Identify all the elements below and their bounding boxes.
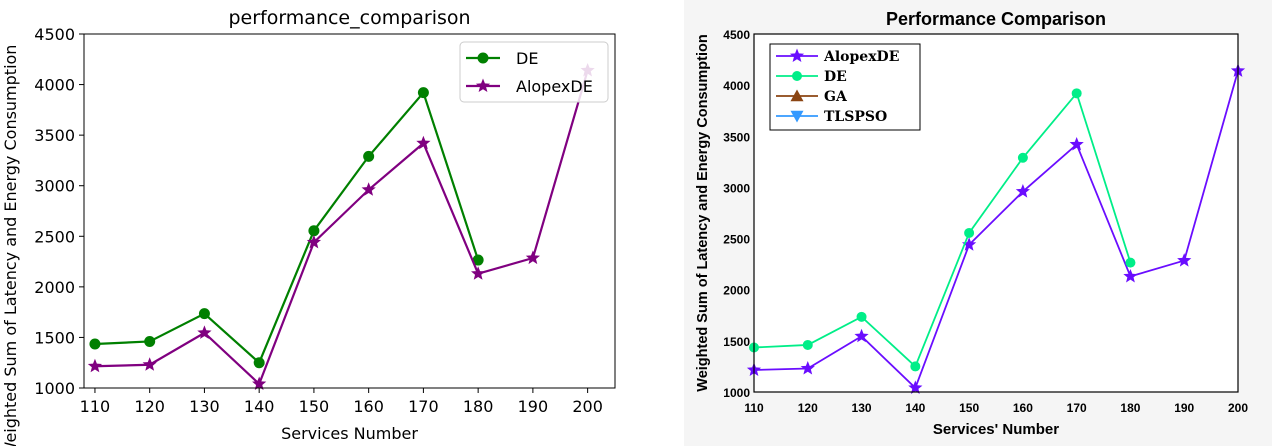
data-point-de xyxy=(802,339,813,350)
legend: AlopexDE DE GA TLSPSO xyxy=(769,43,921,131)
x-tick-label: 150 xyxy=(299,397,330,416)
y-axis-label: Weighted Sum of Latency and Energy Consu… xyxy=(1,45,20,446)
x-tick-label: 110 xyxy=(744,401,764,415)
x-axis-label: Services' Number xyxy=(933,421,1059,438)
data-point-de xyxy=(417,87,429,99)
legend: DE AlopexDE xyxy=(459,41,609,103)
data-point-de xyxy=(198,308,210,320)
chart-title: Performance Comparison xyxy=(886,9,1106,29)
chart-title: performance_comparison xyxy=(228,7,470,29)
data-point-alopexde xyxy=(361,182,376,196)
legend-label: GA xyxy=(824,89,848,105)
y-tick-label: 1500 xyxy=(34,328,75,347)
y-tick-label: 2000 xyxy=(723,284,750,298)
x-tick-label: 190 xyxy=(1174,401,1194,415)
left-chart: performance_comparison 1000 1500 2000 2500 30… xyxy=(1,7,616,446)
y-tick-label: 2500 xyxy=(34,227,75,246)
data-point-de xyxy=(472,254,484,266)
x-tick-label: 200 xyxy=(572,397,603,416)
legend-label: DE xyxy=(824,69,847,85)
y-tick-label: 4500 xyxy=(34,25,75,44)
x-tick-label: 140 xyxy=(905,401,925,415)
series-line-alopexde xyxy=(753,70,1239,390)
legend-marker xyxy=(475,78,491,93)
data-point-de xyxy=(1125,257,1136,268)
data-point-de xyxy=(910,361,921,372)
data-point-alopexde xyxy=(1015,184,1030,198)
x-tick-label: 140 xyxy=(244,397,275,416)
x-tick-label: 190 xyxy=(518,397,549,416)
legend-marker xyxy=(792,71,802,81)
legend-label: DE xyxy=(516,49,538,68)
data-point-de xyxy=(1017,152,1028,163)
plot-frame xyxy=(753,33,1239,393)
data-point-alopexde xyxy=(1123,268,1138,283)
data-point-alopexde xyxy=(525,250,540,265)
y-tick-label: 4000 xyxy=(723,79,750,93)
legend-marker xyxy=(790,110,804,123)
x-tick-label: 170 xyxy=(408,397,439,416)
y-tick-label: 2500 xyxy=(723,233,750,247)
x-axis-label: Services Number xyxy=(281,424,418,443)
x-tick-label: 120 xyxy=(798,401,818,415)
y-tick-label: 1000 xyxy=(723,386,750,400)
right-chart: Performance Comparison 1000 1500 2000 2500 30… xyxy=(695,9,1248,438)
x-tick-label: 180 xyxy=(463,397,494,416)
data-point-de xyxy=(308,225,320,237)
x-tick-label: 200 xyxy=(1228,401,1248,415)
data-point-alopexde xyxy=(800,361,815,375)
y-axis-label: Weighted Sum of Latency and Energy Consu… xyxy=(695,34,711,391)
x-tick-label: 130 xyxy=(852,401,872,415)
legend-label: TLSPSO xyxy=(824,109,887,125)
data-point-alopexde xyxy=(87,358,103,373)
y-tick-label: 3000 xyxy=(723,181,750,195)
data-point-alopexde xyxy=(471,266,486,280)
legend-label: AlopexDE xyxy=(823,49,899,65)
x-tick-label: 160 xyxy=(1013,401,1033,415)
data-point-de xyxy=(363,150,375,162)
series-line-de xyxy=(753,91,1132,368)
y-tick-label: 3500 xyxy=(723,130,750,144)
data-point-alopexde xyxy=(252,376,267,390)
data-point-de xyxy=(253,357,265,369)
y-tick-label: 4500 xyxy=(723,28,750,42)
data-point-alopexde xyxy=(416,135,431,150)
x-tick-label: 120 xyxy=(134,397,165,416)
data-point-alopexde xyxy=(962,237,977,251)
x-tick-label: 110 xyxy=(80,397,111,416)
data-point-alopexde xyxy=(306,234,322,249)
x-tick-label: 170 xyxy=(1067,401,1087,415)
y-tick-label: 2000 xyxy=(34,278,75,297)
legend-marker xyxy=(477,52,489,64)
data-point-alopexde xyxy=(854,328,869,343)
data-point-de xyxy=(856,311,867,322)
data-point-alopexde xyxy=(142,357,157,371)
y-tick-label: 3000 xyxy=(34,177,75,196)
data-point-alopexde xyxy=(1177,253,1192,267)
data-point-de xyxy=(1071,88,1082,99)
x-tick-label: 150 xyxy=(959,401,979,415)
y-tick-label: 4000 xyxy=(34,76,75,95)
x-tick-label: 130 xyxy=(189,397,220,416)
plot-frame xyxy=(83,33,616,389)
legend-marker xyxy=(790,89,804,102)
legend-label: AlopexDE xyxy=(516,77,593,96)
data-point-de xyxy=(89,338,101,350)
x-tick-label: 180 xyxy=(1120,401,1140,415)
data-point-alopexde xyxy=(197,325,212,339)
x-tick-label: 160 xyxy=(353,397,384,416)
series-line-alopexde xyxy=(94,70,589,386)
y-tick-label: 1000 xyxy=(34,379,75,398)
data-point-de xyxy=(964,227,975,238)
y-tick-label: 3500 xyxy=(34,126,75,145)
data-point-alopexde xyxy=(908,380,923,394)
data-point-alopexde xyxy=(1069,136,1084,151)
data-point-de xyxy=(144,335,156,347)
series-line-de xyxy=(94,90,480,365)
legend-marker xyxy=(789,48,805,63)
y-tick-label: 1500 xyxy=(723,335,750,349)
